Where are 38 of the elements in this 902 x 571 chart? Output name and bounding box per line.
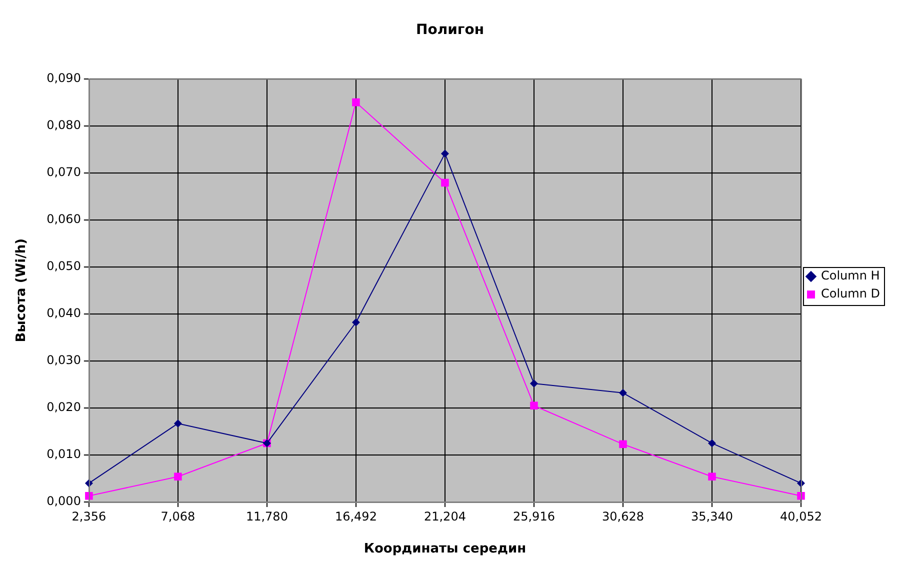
- y-tick-label: 0,070: [46, 164, 81, 179]
- point: [440, 150, 449, 158]
- chart-title: Полигон: [416, 22, 484, 38]
- y-tick-label: 0,010: [46, 447, 81, 462]
- point: [174, 419, 182, 428]
- x-axis-title: Координаты середин: [364, 542, 526, 557]
- point: [352, 318, 360, 326]
- point: [708, 439, 716, 448]
- point: [618, 388, 627, 397]
- point: [797, 492, 805, 500]
- y-tick-label: 0,060: [46, 212, 81, 226]
- legend-label: Column D: [820, 286, 880, 301]
- point: [441, 178, 449, 187]
- y-tick-label: 0,050: [46, 259, 81, 274]
- point: [85, 492, 93, 500]
- y-tick-label: 0,090: [46, 70, 81, 85]
- x-tick-label: 40,052: [780, 509, 822, 524]
- x-tick-label: 16,492: [334, 509, 377, 524]
- x-tick-label: 7,068: [160, 509, 196, 524]
- x-tick-label: 21,204: [424, 509, 466, 524]
- y-tick-label: 0,020: [46, 400, 81, 414]
- x-tick-label: 11,780: [246, 509, 288, 524]
- point: [530, 402, 538, 410]
- point: [619, 440, 627, 448]
- y-tick-label: 0,030: [46, 353, 81, 368]
- point: [530, 380, 538, 388]
- y-axis-title: Высота (Wi/h): [14, 238, 30, 342]
- y-tick-label: 0,040: [46, 306, 81, 320]
- point: [352, 98, 360, 106]
- y-tick-label: 0,080: [46, 118, 81, 132]
- x-tick-label: 25,916: [512, 509, 555, 524]
- x-tick-label: 2,356: [72, 509, 106, 524]
- y-tick-label: 0,000: [46, 494, 81, 508]
- point: [174, 472, 182, 480]
- point: [708, 472, 716, 480]
- x-tick-label: 35,340: [690, 509, 733, 524]
- legend-label: Column H: [820, 268, 880, 283]
- x-tick-label: 30,628: [602, 509, 644, 524]
